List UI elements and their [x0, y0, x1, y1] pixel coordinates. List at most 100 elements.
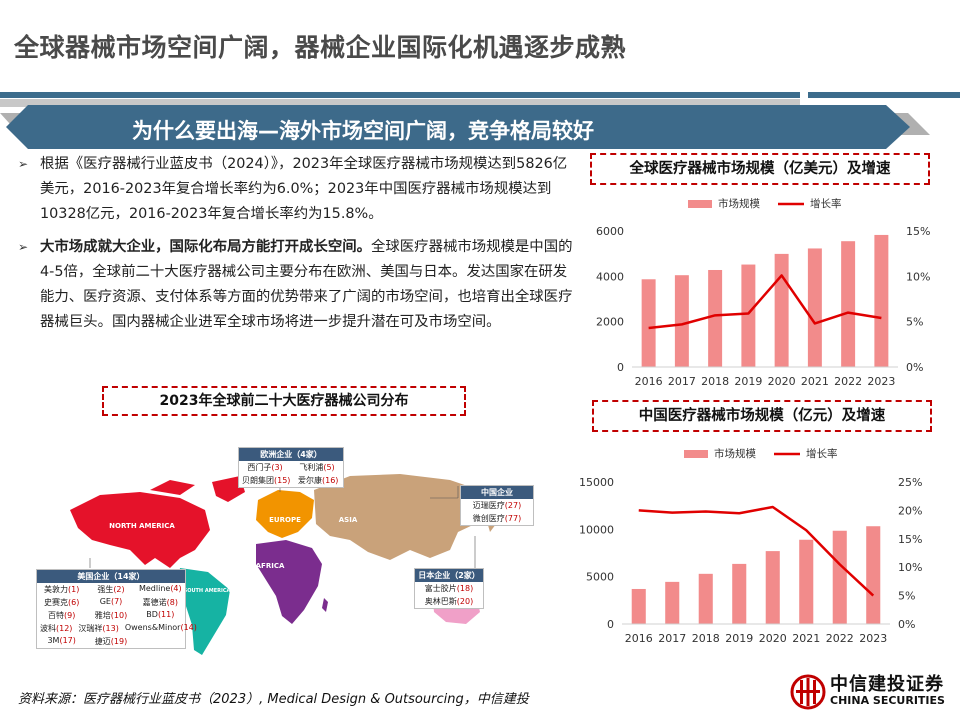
title-grey-rule [0, 99, 800, 107]
y-tick-right: 15% [898, 533, 922, 546]
logo-emblem-icon [790, 674, 826, 710]
company-name: BD [146, 610, 158, 619]
china-company-card: 中国企业 迈瑞医疗(27) 微创医疗(77) [460, 485, 534, 526]
chart-china-market: 市场规模 增长率 0 5000 10000 15000 0% 5% 10% 15% 20% 25% 20… [579, 447, 922, 645]
legend-label-bar: 市场规模 [714, 447, 756, 460]
title-rule [0, 92, 800, 98]
x-tick-label: 2018 [701, 375, 729, 388]
x-tick-label: 2019 [725, 632, 753, 645]
company-name: 汉瑞祥 [78, 624, 103, 633]
x-tick-label: 2023 [859, 632, 887, 645]
company-entry: 奥林巴斯(20) [415, 595, 483, 608]
company-rank: (3) [271, 463, 283, 472]
company-entry: 捷迈(19) [86, 635, 135, 648]
bar [631, 588, 646, 624]
company-rank: (11) [157, 610, 175, 619]
company-entry: 波科(12) [37, 622, 75, 635]
bar [765, 551, 780, 624]
y-tick-left: 15000 [579, 476, 614, 489]
x-tick-label: 2020 [759, 632, 787, 645]
company-entry: 微创医疗(77) [461, 512, 533, 525]
company-name: 奥林巴斯 [424, 597, 457, 606]
company-rank: (7) [110, 597, 123, 606]
growth-rate-line [648, 274, 882, 330]
y-tick-left: 0 [617, 361, 624, 374]
y-tick-left: 2000 [596, 316, 624, 329]
y-tick-right: 0% [906, 361, 923, 374]
region-label-europe: EUROPE [269, 516, 301, 524]
x-tick-label: 2021 [801, 375, 829, 388]
company-name: 飞利浦 [299, 463, 324, 472]
company-entry: 迈瑞医疗(27) [461, 499, 533, 512]
chart-global-title: 全球医疗器械市场规模（亿美元）及增速 [590, 153, 930, 185]
y-tick-right: 15% [906, 225, 930, 238]
map-title: 2023年全球前二十大医疗器械公司分布 [102, 386, 466, 416]
company-entry: 西门子(3) [239, 461, 291, 474]
bar [807, 248, 822, 367]
bar [874, 234, 889, 367]
company-entry: 飞利浦(5) [291, 461, 343, 474]
x-tick-label: 2023 [867, 375, 895, 388]
company-entry: BD(11) [136, 609, 185, 622]
y-tick-left: 5000 [586, 571, 614, 584]
company-name: 富士胶片 [424, 584, 457, 593]
company-name: 雅培 [94, 611, 111, 620]
company-name: 百特 [47, 611, 64, 620]
company-rank: (77) [504, 514, 522, 523]
us-card-row: 波科(12) 汉瑞祥(13) Owens&Minor(14) [37, 622, 197, 635]
europe-card-row: 西门子(3) 飞利浦(5) [239, 461, 343, 474]
china-card-row: 微创医疗(77) [461, 512, 533, 525]
bar [841, 241, 856, 367]
company-entry: 贝朗集团(15) [239, 474, 293, 487]
company-entry [136, 635, 185, 648]
company-rank: (27) [504, 501, 522, 510]
bullet-global-expansion: ➢ 大市场成就大企业，国际化布局方能打开成长空间。全球医疗器械市场规模是中国的4… [18, 235, 574, 335]
bar [665, 581, 680, 624]
legend-label-bar: 市场规模 [718, 197, 760, 210]
company-name: Owens&Minor [124, 623, 181, 632]
banner-text: 为什么要出海—海外市场空间广阔，竞争格局较好 [132, 119, 594, 143]
bar [866, 526, 881, 624]
company-rank: (17) [59, 636, 76, 645]
bullet-market-size: ➢ 根据《医疗器械行业蓝皮书（2024）》，2023年全球医疗器械市场规模达到5… [18, 152, 574, 227]
bullet-bold: 大市场成就大企业，国际化布局方能打开成长空间。 [40, 239, 371, 255]
company-rank: (6) [67, 598, 80, 607]
x-tick-label: 2016 [635, 375, 663, 388]
company-rank: (1) [67, 585, 80, 594]
company-name: 强生 [97, 585, 114, 594]
us-card-row: 3M(17) 捷迈(19) [37, 635, 185, 648]
company-rank: (15) [274, 476, 291, 485]
title-rule-right [808, 92, 960, 98]
region-label-asia: ASIA [339, 516, 358, 524]
chart-global-market: 市场规模 增长率 0 2000 4000 6000 0% 5% 10% 15% 2016 2017 20… [596, 197, 930, 388]
company-rank: (20) [456, 597, 474, 606]
logo-text-cn: 中信建投证券 [830, 674, 944, 695]
company-entry: Owens&Minor(14) [122, 622, 200, 635]
bullet-text: 根据《医疗器械行业蓝皮书（2024）》，2023年全球医疗器械市场规模达到582… [40, 156, 568, 222]
x-tick-label: 2020 [768, 375, 796, 388]
bar [708, 269, 723, 367]
section-banner: 为什么要出海—海外市场空间广阔，竞争格局较好 [0, 105, 960, 149]
europe-company-card: 欧洲企业（4家） 西门子(3) 飞利浦(5) 贝朗集团(15) 爱尔康(16) [238, 447, 344, 488]
x-tick-label: 2022 [826, 632, 854, 645]
y-tick-right: 20% [898, 504, 922, 517]
us-card-row: 史赛克(6) GE(7) 嘉德诺(8) [37, 596, 185, 609]
y-tick-right: 5% [898, 590, 915, 603]
legend-label-line: 增长率 [810, 197, 842, 210]
company-entry: 强生(2) [86, 583, 135, 596]
company-name: 爱尔康 [298, 476, 322, 485]
company-name: 美敦力 [43, 585, 68, 594]
company-rank: (8) [166, 598, 178, 607]
bar [832, 530, 847, 624]
company-rank: (9) [63, 611, 76, 620]
company-name: Medline [138, 584, 171, 593]
chart-china-title: 中国医疗器械市场规模（亿元）及增速 [592, 400, 932, 432]
japan-card-row: 富士胶片(18) [415, 582, 483, 595]
company-entry: 3M(17) [37, 635, 86, 648]
company-entry: 汉瑞祥(13) [75, 622, 121, 635]
y-tick-right: 10% [898, 561, 922, 574]
europe-card-row: 贝朗集团(15) 爱尔康(16) [239, 474, 343, 487]
us-card-row: 百特(9) 雅培(10) BD(11) [37, 609, 185, 622]
us-card-row: 美敦力(1) 强生(2) Medline(4) [37, 583, 185, 596]
y-tick-left: 10000 [579, 523, 614, 536]
